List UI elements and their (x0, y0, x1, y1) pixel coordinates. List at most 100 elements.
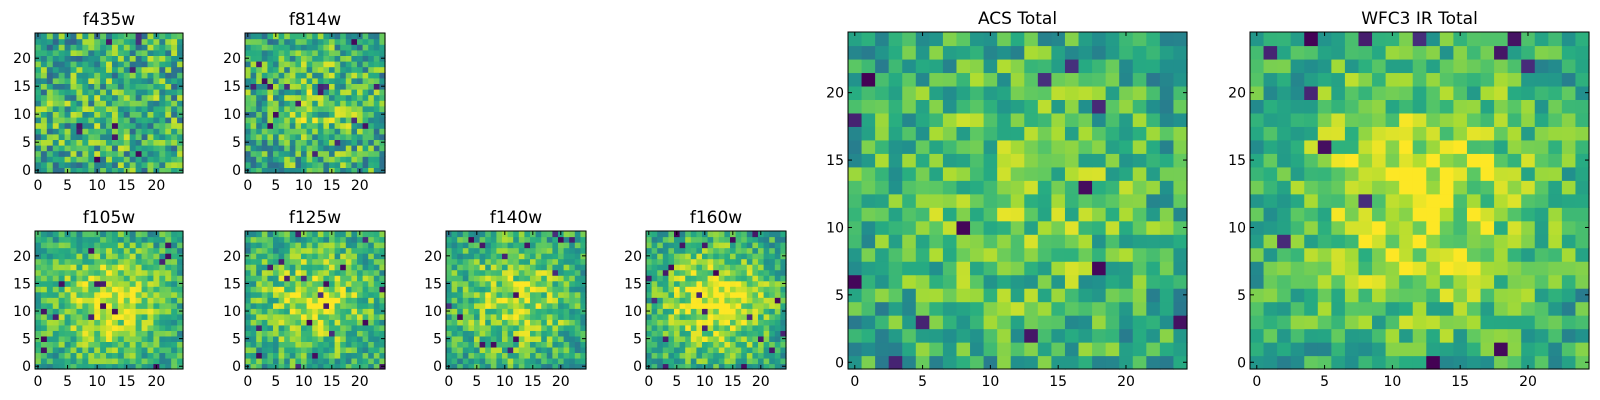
heatmap-cell (1146, 45, 1161, 60)
heatmap-cell (580, 269, 587, 276)
heatmap-cell (490, 258, 497, 265)
heatmap-cell (117, 297, 125, 304)
heatmap-cell (129, 247, 137, 254)
heatmap-cell (362, 66, 369, 73)
heatmap-cell (64, 72, 72, 79)
heatmap-cell (159, 319, 166, 326)
heatmap-cell (94, 352, 101, 359)
heatmap-cell (379, 302, 386, 309)
heatmap-cell (278, 335, 285, 342)
heatmap-cell (446, 324, 453, 331)
heatmap-cell (129, 313, 137, 320)
heatmap-cell (351, 167, 358, 174)
heatmap-cell (123, 156, 131, 163)
heatmap-cell (668, 269, 675, 276)
heatmap-cell (690, 269, 697, 276)
heatmap-cell (323, 55, 330, 62)
heatmap-cell (513, 236, 520, 243)
heatmap-cell (546, 242, 553, 249)
heatmap-cell (340, 357, 347, 365)
heatmap-cell (351, 269, 358, 276)
heatmap-cell (861, 180, 876, 195)
heatmap-cell (1575, 193, 1590, 208)
heatmap-cell (171, 150, 178, 157)
heatmap-cell (40, 133, 48, 140)
heatmap-cell (690, 253, 697, 260)
heatmap-cell (558, 242, 565, 249)
heatmap-cell (490, 330, 497, 337)
heatmap-cell (735, 242, 742, 249)
heatmap-cell (668, 253, 675, 260)
heatmap-cell (1132, 301, 1147, 316)
heatmap-cell (707, 275, 714, 282)
heatmap-cell (117, 363, 125, 370)
heatmap-cell (1521, 247, 1536, 262)
heatmap-cell (646, 297, 653, 304)
heatmap-cell (245, 313, 252, 320)
heatmap-cell (861, 85, 876, 100)
x-tick-label: 15 (724, 374, 742, 390)
heatmap-cell (1024, 153, 1039, 168)
heatmap-cell (94, 128, 101, 135)
heatmap-cell (769, 286, 776, 293)
heatmap-cell (88, 49, 95, 56)
heatmap-cell (746, 308, 753, 315)
heatmap-cell (1480, 315, 1495, 330)
heatmap-cell (674, 275, 681, 282)
heatmap-cell (111, 363, 119, 370)
heatmap-cell (88, 269, 95, 276)
heatmap-cell (718, 308, 725, 315)
heatmap-cell (278, 100, 285, 107)
heatmap-cell (40, 275, 48, 282)
heatmap-cell (82, 242, 89, 249)
heatmap-cell (123, 72, 131, 79)
heatmap-cell (1010, 234, 1025, 249)
heatmap-cell (763, 308, 770, 315)
heatmap-cell (171, 335, 178, 342)
heatmap-cell (524, 330, 531, 337)
heatmap-cell (94, 161, 101, 168)
heatmap-cell (301, 128, 308, 135)
heatmap-cell (1250, 247, 1265, 262)
heatmap-cell (82, 72, 89, 79)
heatmap-cell (983, 85, 998, 100)
heatmap-cell (1010, 58, 1025, 74)
heatmap-cell (1494, 328, 1509, 343)
heatmap-cell (135, 291, 143, 298)
heatmap-cell (94, 264, 101, 271)
heatmap-cell (245, 145, 252, 152)
heatmap-cell (165, 156, 172, 163)
heatmap-cell (451, 324, 458, 331)
heatmap-cell (70, 139, 78, 146)
heatmap-cell (117, 242, 125, 249)
heatmap-cell (135, 236, 143, 243)
heatmap-cell (147, 247, 154, 254)
heatmap-cell (317, 352, 324, 359)
heatmap-cell (861, 112, 876, 127)
heatmap-cell (490, 231, 497, 238)
heatmap-cell (558, 247, 565, 254)
heatmap-cell (574, 319, 581, 326)
heatmap-cell (117, 302, 125, 309)
heatmap-cell (373, 302, 380, 309)
heatmap-cell (35, 49, 42, 56)
heatmap-cell (323, 150, 330, 157)
heatmap-cell (40, 341, 48, 348)
heatmap-cell (662, 341, 669, 348)
heatmap-cell (373, 291, 380, 298)
heatmap-cell (1051, 85, 1066, 100)
heatmap-cell (462, 357, 469, 365)
heatmap-cell (345, 66, 352, 73)
x-tick-label: 20 (351, 374, 369, 390)
heatmap-cell (46, 150, 54, 157)
heatmap-cell (1105, 355, 1120, 370)
heatmap-cell (569, 313, 576, 320)
heatmap-cell (468, 297, 475, 304)
heatmap-cell (474, 341, 481, 348)
heatmap-cell (724, 346, 731, 354)
heatmap-cell (284, 38, 291, 45)
heatmap-cell (111, 94, 119, 101)
heatmap-cell (129, 133, 137, 140)
heatmap-cell (261, 324, 268, 331)
